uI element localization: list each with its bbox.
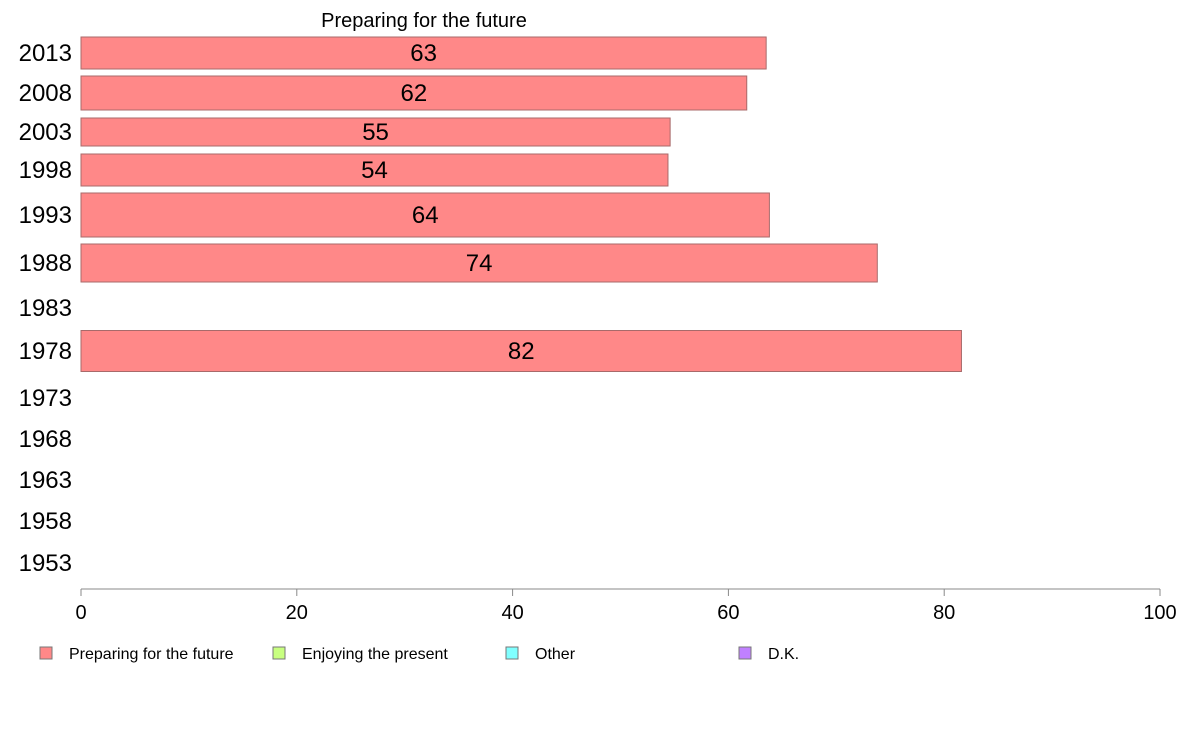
bar: [80, 153, 669, 187]
y-tick-label: 2003: [19, 119, 72, 146]
y-tick-label: 1968: [19, 426, 72, 453]
x-tick-label: 100: [1143, 602, 1176, 624]
x-tick-label: 60: [717, 602, 739, 624]
bar-data-label: 55: [362, 119, 389, 146]
legend-swatch: [505, 646, 519, 660]
x-tick-label: 80: [933, 602, 955, 624]
bar: [80, 117, 671, 147]
bar-data-label: 62: [401, 80, 428, 107]
y-tick-label: 1953: [19, 550, 72, 577]
legend-label: D.K.: [768, 646, 799, 663]
bar-data-label: 74: [466, 250, 493, 277]
x-tick-label: 40: [501, 602, 523, 624]
y-tick-label: 1998: [19, 157, 72, 184]
y-tick-label: 1978: [19, 338, 72, 365]
x-tick-label: 0: [75, 602, 86, 624]
legend: Preparing for the future Enjoying the pre…: [39, 646, 799, 663]
y-tick-label: 1993: [19, 202, 72, 229]
bar: [80, 36, 767, 70]
y-tick-label: 2008: [19, 80, 72, 107]
x-tick-label: 20: [286, 602, 308, 624]
legend-label: Enjoying the present: [302, 646, 448, 663]
bar: [80, 192, 770, 238]
bar-data-label: 63: [410, 40, 437, 67]
y-tick-label: 1988: [19, 250, 72, 277]
bar-data-label: 54: [361, 157, 388, 184]
y-tick-label: 1983: [19, 295, 72, 322]
y-tick-labels: 2013 2008 2003 1998 1993 1988 1983 1978 1973 1968…: [19, 40, 72, 577]
x-axis: 0 20 40 60 80 100: [75, 588, 1177, 624]
bars-layer: 63 62 55 54 64 74 82: [80, 36, 962, 372]
legend-label: Other: [535, 646, 576, 663]
bar: [80, 330, 962, 372]
y-tick-label: 1963: [19, 467, 72, 494]
legend-swatch: [272, 646, 286, 660]
bar-data-label: 82: [508, 338, 535, 365]
legend-label: Preparing for the future: [69, 646, 234, 663]
y-tick-label: 1958: [19, 508, 72, 535]
legend-swatch: [39, 646, 53, 660]
y-tick-label: 1973: [19, 385, 72, 412]
y-tick-label: 2013: [19, 40, 72, 67]
bar: [80, 243, 878, 283]
chart-title: Preparing for the future: [321, 10, 527, 32]
bar-data-label: 64: [412, 202, 439, 229]
legend-swatch: [738, 646, 752, 660]
bar: [80, 75, 748, 111]
